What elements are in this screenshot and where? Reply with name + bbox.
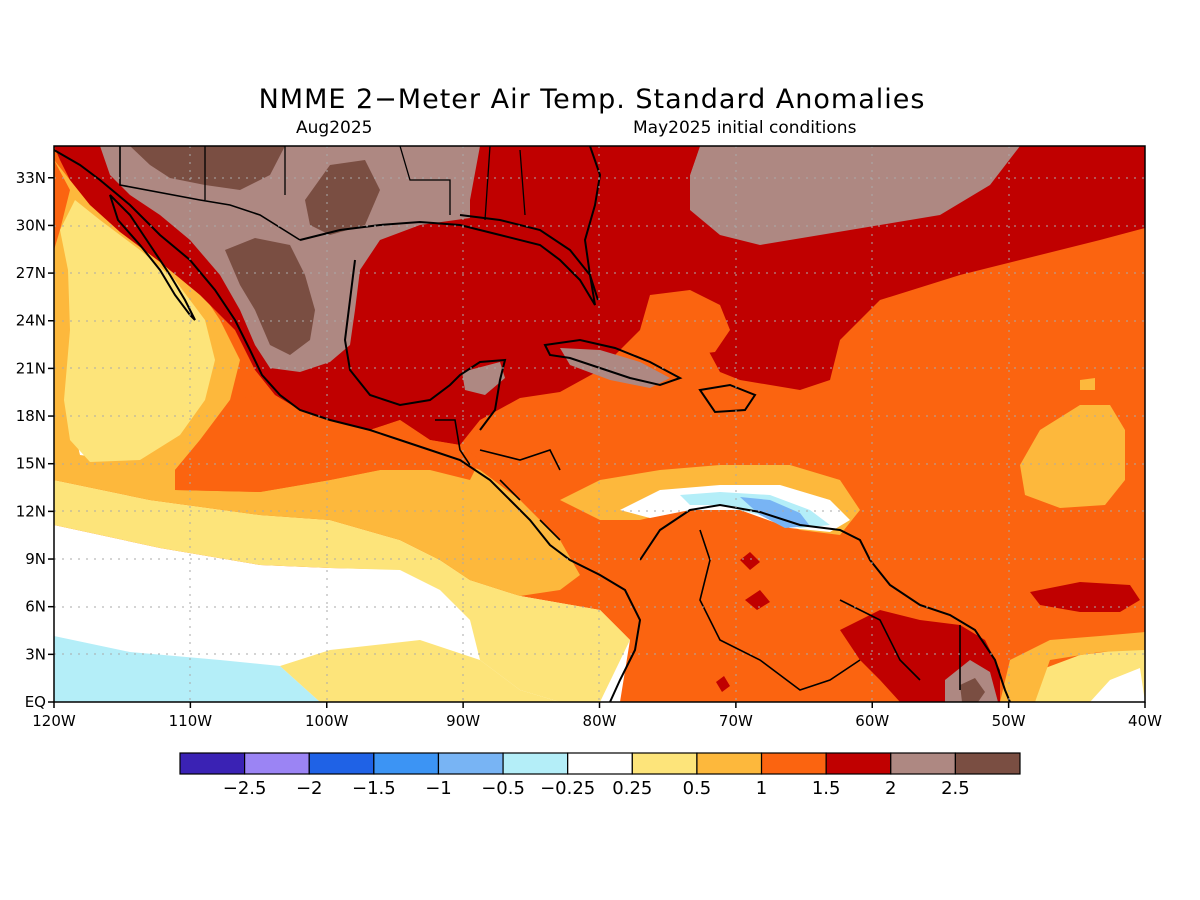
field-brown-dark-us1 xyxy=(305,160,380,235)
field-red-spot-4 xyxy=(540,200,562,218)
coast-south-america xyxy=(639,503,1011,702)
lat-tick-label: 9N xyxy=(25,550,46,568)
map-title: NMME 2−Meter Air Temp. Standard Anomalie… xyxy=(258,84,926,115)
field-yellow-pacific-south xyxy=(280,640,560,702)
coastlines xyxy=(54,146,1011,702)
field-blue-caribbean xyxy=(740,497,810,528)
latitude-axis: EQ 3N 6N 9N 12N 15N 18N 21N 24N 27N 30N 33N xyxy=(16,169,54,711)
colorbar-swatch xyxy=(890,752,956,775)
lat-tick-label: 15N xyxy=(16,455,46,473)
field-lightorange-pacific xyxy=(54,160,580,596)
field-red-atlantic-east xyxy=(1030,582,1140,612)
lat-tick-label: 27N xyxy=(16,264,46,282)
lat-tick-label: 24N xyxy=(16,312,46,330)
colorbar-swatch xyxy=(437,752,504,775)
colorbar-label: 1.5 xyxy=(812,778,841,799)
forecast-month: Aug2025 xyxy=(296,118,373,138)
longitude-axis: 120W 110W 100W 90W 80W 70W 60W 50W 40W xyxy=(32,702,1162,730)
field-red-spot-3 xyxy=(716,676,730,692)
lat-tick-label: 12N xyxy=(16,502,46,520)
lat-tick-label: 6N xyxy=(25,598,46,616)
field-white-east-eq xyxy=(1090,668,1145,702)
initial-conditions: May2025 initial conditions xyxy=(633,118,857,138)
field-brown-light-atlantic xyxy=(690,146,1020,245)
colorbar-swatch xyxy=(954,752,1021,775)
field-brown-dark-guianas xyxy=(960,678,985,702)
border-central-america xyxy=(435,419,561,541)
field-yellow-pacific xyxy=(54,480,630,702)
border-sa-interior xyxy=(699,529,961,691)
lat-tick-label: 33N xyxy=(16,169,46,187)
lon-tick-label: 90W xyxy=(446,712,480,730)
lat-tick-label: 3N xyxy=(25,645,46,663)
lat-tick-label: EQ xyxy=(25,693,46,711)
field-red-spot-1 xyxy=(740,552,760,570)
colorbar-label: 1 xyxy=(756,778,767,799)
field-brown-yucatan xyxy=(462,362,505,395)
colorbar-label: −2 xyxy=(296,778,323,799)
coast-pacific-mexico xyxy=(54,149,642,702)
field-red-spot-2 xyxy=(745,590,770,610)
field-cyan-sw-pacific xyxy=(54,636,320,702)
field-brown-dark-us2 xyxy=(130,146,285,190)
lat-tick-label: 18N xyxy=(16,407,46,425)
colorbar-label: −1 xyxy=(425,778,452,799)
colorbar-label: 2.5 xyxy=(941,778,970,799)
colorbar-swatch xyxy=(696,752,763,775)
field-yellow-baja xyxy=(60,200,215,462)
colorbar-label: 0.25 xyxy=(612,778,652,799)
gridlines xyxy=(54,146,1145,702)
lon-tick-label: 60W xyxy=(855,712,889,730)
lon-tick-label: 110W xyxy=(169,712,213,730)
field-brown-dark-mexico xyxy=(225,238,315,355)
field-red-us-east xyxy=(470,146,700,300)
colorbar-swatch xyxy=(502,752,569,775)
colorbar-label: −1.5 xyxy=(352,778,396,799)
lon-tick-label: 50W xyxy=(992,712,1026,730)
lon-tick-label: 40W xyxy=(1128,712,1162,730)
lon-tick-label: 100W xyxy=(305,712,349,730)
coast-us-east xyxy=(583,146,602,301)
colorbar-label: −0.25 xyxy=(540,778,595,799)
field-lightorange-east-eq xyxy=(1000,632,1145,702)
colorbar-swatch xyxy=(760,752,827,775)
coast-gulf-mexico xyxy=(299,214,596,431)
colorbar-label: −2.5 xyxy=(223,778,267,799)
colorbar-swatch xyxy=(244,752,310,775)
colorbar-swatch xyxy=(373,752,440,775)
field-orange-florida xyxy=(650,290,730,355)
colorbar-label: 0.5 xyxy=(683,778,712,799)
lat-tick-label: 30N xyxy=(16,216,46,234)
colorbar-label: −0.5 xyxy=(481,778,525,799)
border-us-states xyxy=(204,146,526,221)
colorbar-swatch xyxy=(825,752,892,775)
colorbar: −2.5 −2 −1.5 −1 −0.5 −0.25 0.25 0.5 1 1.5 2 2.5 xyxy=(179,752,1021,799)
field-lightorange-atlantic xyxy=(1020,405,1125,508)
lon-tick-label: 70W xyxy=(719,712,753,730)
lon-tick-label: 120W xyxy=(32,712,76,730)
colorbar-label: 2 xyxy=(885,778,896,799)
colorbar-swatch xyxy=(308,752,375,775)
coast-cuba xyxy=(543,338,683,387)
coast-baja xyxy=(109,194,196,321)
lat-tick-label: 21N xyxy=(16,359,46,377)
lon-tick-label: 80W xyxy=(583,712,617,730)
colorbar-swatch xyxy=(567,752,633,775)
coast-hispaniola xyxy=(698,383,757,414)
colorbar-swatch xyxy=(179,752,246,775)
field-lightorange-atlantic-dot xyxy=(1080,378,1095,390)
colorbar-swatch xyxy=(631,752,698,775)
